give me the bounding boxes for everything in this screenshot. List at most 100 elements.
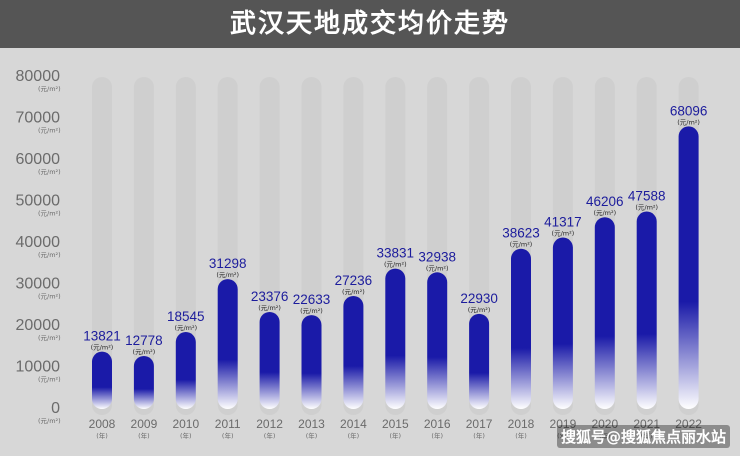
x-tick-label: 2008 [89,417,116,431]
bar-2015 [385,268,406,409]
x-tick-label: 2019 [550,417,577,431]
x-tick-unit: (年) [431,431,443,440]
bar-value-label: 41317 [544,215,582,230]
bar-value-label: 68096 [670,103,708,118]
y-tick-unit: (元/m²) [38,127,61,135]
x-tick-unit: (年) [222,431,234,440]
y-tick-unit: (元/m²) [38,376,61,384]
bar-value-unit: (元/m²) [384,261,407,269]
y-tick-label: 60000 [16,151,61,168]
bar-2020 [594,217,615,409]
y-tick-unit: (元/m²) [38,168,61,176]
bar-2016 [427,272,448,409]
bar-2010 [175,332,196,409]
bar-value-unit: (元/m²) [552,230,575,238]
y-tick-unit: (元/m²) [38,85,61,93]
x-tick-unit: (年) [96,431,108,440]
x-tick-label: 2011 [215,417,241,431]
bar-value-unit: (元/m²) [174,324,197,332]
bar-value-unit: (元/m²) [342,288,365,296]
x-tick-unit: (年) [138,431,150,440]
bar-2012 [259,311,280,409]
bar-value-unit: (元/m²) [216,271,239,279]
bar-value-unit: (元/m²) [677,118,700,126]
x-tick-unit: (年) [306,431,318,440]
bar-value-label: 22633 [293,292,331,307]
x-tick-unit: (年) [264,431,276,440]
x-tick-label: 2020 [591,417,618,431]
bar-value-label: 31298 [209,256,247,271]
y-tick-unit: (元/m²) [38,210,61,218]
bar-2018 [511,248,531,409]
bar-value-unit: (元/m²) [426,264,449,272]
y-tick-unit: (元/m²) [38,293,61,301]
bar-track [92,77,112,415]
y-tick-label: 30000 [16,276,61,293]
bar-value-label: 13821 [83,329,121,344]
bar-value-label: 23376 [251,289,289,304]
x-tick-unit: (年) [641,431,653,440]
x-tick-label: 2016 [424,417,451,431]
x-tick-unit: (年) [390,431,402,440]
x-tick-unit: (年) [348,431,360,440]
x-tick-label: 2018 [508,417,535,431]
bar-track [133,77,154,415]
bar-value-unit: (元/m²) [91,344,114,352]
x-tick-unit: (年) [599,431,611,440]
y-tick-label: 80000 [16,68,61,85]
x-tick-label: 2013 [298,417,325,431]
bar-2013 [301,315,322,409]
x-tick-unit: (年) [180,431,192,440]
bar-value-label: 38623 [502,226,540,241]
y-tick-unit: (元/m²) [38,334,61,342]
bar-2021 [636,211,657,409]
bar-value-unit: (元/m²) [468,306,491,314]
chart-title: 武汉天地成交均价走势 [229,9,510,39]
bar-2009 [133,355,154,409]
x-tick-label: 2012 [256,417,283,431]
bar-value-label: 22930 [460,291,498,306]
bar-value-unit: (元/m²) [258,304,281,312]
bar-2019 [552,237,573,409]
bar-value-label: 12778 [125,333,163,348]
bar-value-unit: (元/m²) [510,241,533,249]
x-tick-label: 2021 [633,417,660,431]
bar-2022 [678,126,699,409]
bar-value-label: 47588 [628,189,666,204]
bar-2008 [92,351,112,409]
bar-value-label: 46206 [586,194,624,209]
y-tick-unit: (元/m²) [38,251,61,259]
y-tick-label: 50000 [16,193,61,210]
bar-2014 [343,295,364,409]
y-tick-label: 10000 [16,359,61,376]
x-tick-label: 2010 [172,417,199,431]
bar-value-label: 27236 [335,273,373,288]
bar-value-label: 18545 [167,309,205,324]
y-tick-unit: (元/m²) [38,417,61,425]
y-tick-label: 20000 [16,317,61,334]
bar-track [175,77,196,415]
x-tick-label: 2017 [466,417,493,431]
watermark: 搜狐号@搜狐焦点丽水站 [556,425,730,448]
bar-2011 [217,279,238,409]
x-tick-label: 2009 [131,417,158,431]
x-tick-label: 2014 [340,417,367,431]
x-tick-unit: (年) [557,431,569,440]
x-tick-label: 2015 [382,417,409,431]
x-tick-unit: (年) [683,431,695,440]
y-tick-label: 70000 [16,110,61,127]
bar-value-unit: (元/m²) [635,204,658,212]
y-tick-label: 40000 [16,234,61,251]
bar-value-unit: (元/m²) [593,209,616,217]
title-bar [0,0,740,48]
x-tick-unit: (年) [473,431,485,440]
bar-value-unit: (元/m²) [300,307,323,315]
bar-value-unit: (元/m²) [133,348,156,356]
bar-2017 [469,313,490,409]
bar-value-label: 33831 [377,246,415,261]
bar-value-label: 32938 [418,249,456,264]
y-tick-label: 0 [51,400,60,417]
x-tick-unit: (年) [515,431,527,440]
